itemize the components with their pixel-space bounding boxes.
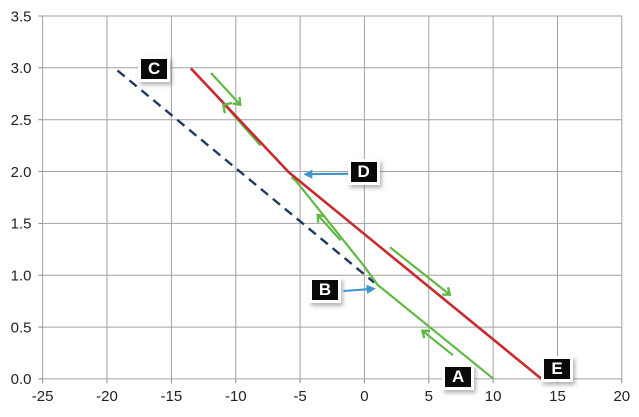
svg-text:2.0: 2.0 <box>11 164 32 181</box>
svg-text:3.0: 3.0 <box>11 60 32 77</box>
svg-text:-25: -25 <box>32 388 54 405</box>
svg-text:1.5: 1.5 <box>11 216 32 233</box>
svg-text:-20: -20 <box>96 388 118 405</box>
svg-text:1.0: 1.0 <box>11 268 32 285</box>
svg-text:5: 5 <box>425 388 433 405</box>
svg-text:0.5: 0.5 <box>11 319 32 336</box>
svg-text:-15: -15 <box>161 388 183 405</box>
svg-text:-10: -10 <box>225 388 247 405</box>
svg-text:3.5: 3.5 <box>11 8 32 25</box>
svg-text:10: 10 <box>485 388 502 405</box>
svg-text:-5: -5 <box>293 388 306 405</box>
svg-text:20: 20 <box>613 388 630 405</box>
svg-text:2.5: 2.5 <box>11 112 32 129</box>
svg-text:0: 0 <box>360 388 368 405</box>
svg-text:15: 15 <box>549 388 566 405</box>
svg-text:0.0: 0.0 <box>11 371 32 388</box>
